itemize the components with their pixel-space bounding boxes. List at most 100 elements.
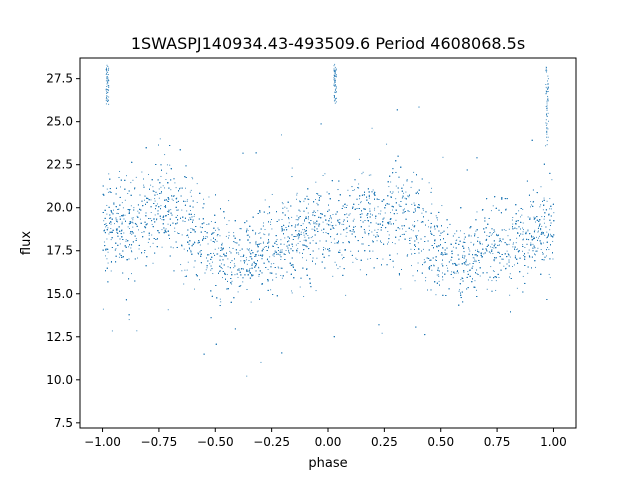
data-point	[291, 290, 293, 292]
data-point	[108, 173, 110, 175]
data-point	[362, 171, 364, 173]
data-point	[326, 191, 328, 193]
data-point	[206, 236, 208, 238]
data-point	[339, 249, 341, 251]
data-point	[115, 228, 117, 230]
data-point	[368, 225, 370, 227]
data-point	[552, 258, 554, 260]
data-point	[170, 209, 172, 211]
data-point	[317, 210, 319, 212]
data-point	[240, 256, 242, 258]
data-point	[292, 265, 294, 267]
data-point	[470, 235, 472, 237]
data-point	[334, 242, 336, 244]
data-point	[183, 283, 185, 285]
data-point	[233, 263, 235, 265]
data-point	[540, 229, 542, 231]
data-point	[239, 249, 241, 251]
data-point	[110, 239, 112, 241]
data-point	[387, 241, 389, 243]
data-point	[229, 247, 230, 249]
data-point	[190, 228, 192, 230]
data-point	[269, 256, 271, 258]
data-point	[231, 283, 233, 285]
data-point	[525, 231, 527, 233]
data-point	[458, 263, 460, 265]
data-point	[360, 201, 362, 203]
data-point	[393, 266, 394, 268]
data-point	[137, 257, 138, 259]
data-point	[512, 223, 514, 225]
data-point	[387, 231, 389, 233]
data-point	[205, 235, 207, 237]
data-point	[417, 220, 419, 222]
data-point	[463, 233, 465, 235]
data-point	[293, 236, 295, 238]
data-point	[409, 237, 410, 239]
data-point	[228, 200, 230, 202]
data-point	[304, 229, 305, 230]
data-point	[520, 216, 521, 218]
data-point	[418, 204, 420, 206]
data-point	[303, 296, 305, 297]
data-point	[537, 231, 539, 233]
data-point	[550, 233, 551, 235]
data-point	[527, 229, 529, 231]
data-point	[206, 224, 208, 225]
data-point	[527, 252, 529, 254]
data-point	[107, 251, 109, 253]
data-point	[378, 213, 380, 215]
data-point	[128, 228, 130, 230]
data-point	[437, 225, 439, 227]
data-point	[370, 174, 372, 176]
data-point	[311, 236, 313, 238]
data-point	[329, 218, 330, 220]
data-point	[206, 267, 208, 269]
data-point	[333, 238, 335, 240]
data-point	[364, 232, 366, 233]
data-point	[246, 230, 248, 231]
data-point	[515, 223, 517, 225]
data-point	[417, 262, 419, 264]
data-point	[303, 200, 305, 202]
data-point	[148, 234, 150, 236]
data-point	[533, 237, 535, 239]
data-point	[369, 208, 371, 210]
data-point	[224, 273, 226, 275]
data-point	[545, 145, 547, 147]
data-point	[337, 233, 339, 235]
data-point	[524, 247, 526, 248]
data-point	[264, 229, 266, 231]
data-point	[418, 248, 419, 250]
data-point	[254, 233, 256, 235]
data-point	[486, 249, 488, 251]
data-point	[226, 224, 228, 225]
data-point	[166, 172, 168, 174]
data-point	[527, 230, 529, 232]
data-point	[404, 197, 406, 199]
data-point	[158, 188, 160, 190]
data-point	[368, 174, 370, 176]
data-point	[125, 240, 127, 242]
data-point	[551, 179, 553, 181]
data-point	[384, 212, 386, 214]
data-point	[455, 272, 457, 274]
data-point	[115, 219, 117, 221]
data-point	[511, 219, 513, 221]
data-point	[190, 210, 191, 211]
data-point	[220, 263, 222, 265]
data-point	[401, 197, 403, 199]
data-point	[518, 210, 520, 212]
data-point	[303, 234, 305, 236]
data-point	[330, 221, 332, 223]
data-point	[540, 249, 542, 250]
data-point	[228, 231, 230, 233]
data-point	[136, 223, 138, 225]
data-point	[210, 269, 212, 271]
data-point	[457, 272, 459, 274]
data-point	[106, 188, 108, 190]
data-point	[239, 228, 241, 230]
data-point	[247, 270, 249, 272]
data-point	[390, 196, 392, 197]
